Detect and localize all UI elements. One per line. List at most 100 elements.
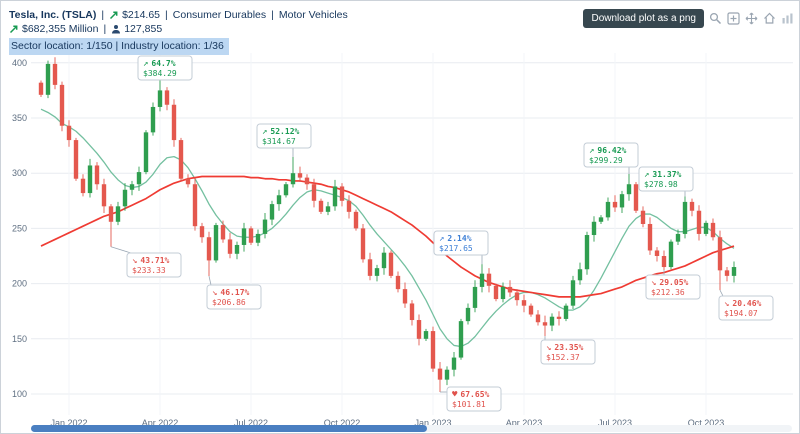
candle[interactable] [563,305,569,319]
candle[interactable] [598,217,604,222]
candle[interactable] [402,289,408,304]
candle[interactable] [339,186,345,201]
candle[interactable] [717,237,723,271]
candle[interactable] [199,226,205,238]
plotly-logo-icon[interactable] [780,11,794,25]
candle[interactable] [514,292,520,301]
candle[interactable] [577,269,583,281]
candle[interactable] [388,252,394,276]
candle[interactable] [689,201,695,211]
candle[interactable] [157,90,163,107]
candle[interactable] [360,228,366,260]
candle[interactable] [38,82,44,95]
candle[interactable] [605,201,611,218]
candle[interactable] [409,303,415,321]
candle[interactable] [542,322,548,326]
candle[interactable] [52,63,58,85]
horizontal-scrollbar-thumb[interactable] [31,425,427,432]
candle[interactable] [255,233,261,243]
candle[interactable] [556,316,562,319]
candle[interactable] [332,186,338,207]
candle[interactable] [437,368,443,380]
candle[interactable] [171,104,177,141]
candle[interactable] [612,201,618,208]
candle[interactable] [633,184,639,211]
candle[interactable] [136,172,142,185]
candle[interactable] [724,270,730,276]
candle[interactable] [430,331,436,369]
candle[interactable] [451,357,457,370]
candle[interactable] [493,285,499,300]
candle[interactable] [318,200,324,212]
candle[interactable] [500,286,506,300]
candle[interactable] [45,63,51,95]
candle[interactable] [374,268,380,276]
candle[interactable] [80,178,86,194]
candle[interactable] [703,222,709,234]
candle[interactable] [535,314,541,323]
candle[interactable] [458,321,464,358]
candle[interactable] [283,184,289,196]
candle[interactable] [241,228,247,245]
plot-area[interactable] [31,53,793,415]
candle[interactable] [353,211,359,229]
candle[interactable] [269,204,275,220]
candle[interactable] [416,320,422,339]
candle[interactable] [94,165,100,185]
candle[interactable] [479,273,485,287]
candle[interactable] [66,125,72,141]
candle[interactable] [227,239,233,254]
candle[interactable] [192,184,198,227]
candle[interactable] [647,223,653,251]
candle[interactable] [178,140,184,179]
candle[interactable] [367,259,373,276]
candle[interactable] [248,228,254,243]
candle[interactable] [584,235,590,270]
candle[interactable] [115,206,121,222]
candle[interactable] [675,233,681,242]
candle[interactable] [521,300,527,306]
candle[interactable] [668,241,674,268]
candle[interactable] [528,305,534,315]
candle[interactable] [143,132,149,173]
candle[interactable] [381,252,387,269]
zoom-in-icon[interactable] [726,11,740,25]
candle[interactable] [220,225,226,240]
candle[interactable] [304,177,310,185]
candle[interactable] [486,273,492,286]
candle[interactable] [444,369,450,380]
candle[interactable] [87,165,93,194]
candle[interactable] [311,184,317,201]
candle[interactable] [290,173,296,185]
candle[interactable] [465,307,471,322]
candlestick-series[interactable] [38,57,737,393]
candle[interactable] [731,267,737,276]
candle[interactable] [325,206,331,212]
candle[interactable] [297,173,303,178]
zoom-icon[interactable] [708,11,722,25]
candle[interactable] [185,178,191,185]
candle[interactable] [150,106,156,133]
candle[interactable] [472,286,478,308]
candle[interactable] [591,221,597,236]
candle[interactable] [73,140,79,179]
candle[interactable] [654,250,660,256]
candle[interactable] [108,206,114,222]
candle[interactable] [206,237,212,261]
candle[interactable] [570,280,576,306]
candle[interactable] [122,189,128,207]
candle[interactable] [696,210,702,234]
candle[interactable] [619,194,625,208]
candle[interactable] [129,184,135,190]
candle[interactable] [213,225,219,261]
candle[interactable] [661,256,667,268]
candle[interactable] [710,222,716,238]
candle[interactable] [626,184,632,195]
candle[interactable] [276,195,282,205]
candle[interactable] [59,84,65,126]
autoscale-icon[interactable] [762,11,776,25]
candle[interactable] [101,184,107,207]
candle[interactable] [640,210,646,224]
pan-icon[interactable] [744,11,758,25]
candle[interactable] [234,244,240,254]
